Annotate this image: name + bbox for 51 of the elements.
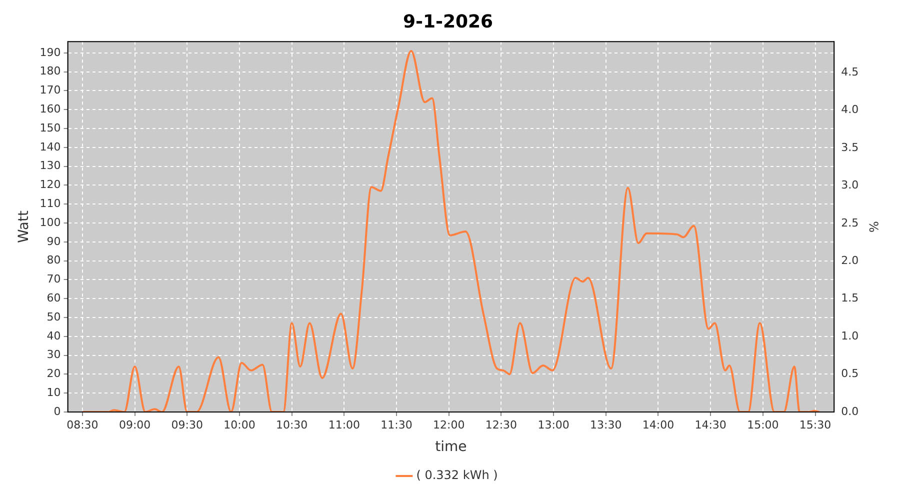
y2-tick-label: 2.0 — [841, 254, 859, 267]
x-tick-label: 10:30 — [276, 418, 308, 432]
x-tick-label: 09:00 — [118, 418, 151, 432]
y-tick-label: 40 — [46, 329, 61, 342]
y-tick-label: 70 — [46, 272, 61, 286]
y2-tick-label: 4.0 — [841, 103, 859, 116]
y2-tick-label: 4.5 — [841, 65, 859, 78]
y-tick-label: 20 — [46, 367, 61, 380]
x-tick-label: 13:00 — [538, 418, 570, 432]
y2-tick-label: 0.0 — [841, 404, 859, 418]
y-tick-label: 10 — [46, 386, 61, 399]
y-tick-label: 180 — [40, 64, 61, 78]
y-tick-label: 80 — [46, 254, 61, 267]
chart-title: 9-1-2026 — [402, 11, 494, 32]
y2-axis-title: % — [866, 221, 881, 233]
x-tick-label: 09:30 — [171, 418, 203, 432]
x-tick-label: 08:30 — [66, 418, 98, 432]
y-tick-label: 50 — [46, 310, 61, 324]
y2-tick-label: 3.5 — [841, 140, 859, 154]
y-tick-label: 140 — [40, 140, 61, 154]
y-tick-label: 120 — [40, 178, 61, 192]
x-tick-label: 14:30 — [694, 418, 726, 432]
y2-tick-label: 1.0 — [841, 329, 859, 342]
x-tick-label: 13:30 — [590, 418, 622, 432]
y-tick-label: 130 — [40, 159, 61, 172]
y-tick-label: 90 — [46, 234, 61, 248]
legend-label: ( 0.332 kWh ) — [416, 468, 498, 482]
y-tick-label: 60 — [46, 291, 61, 304]
y2-tick-label: 0.5 — [841, 367, 859, 380]
y2-tick-label: 3.0 — [841, 178, 859, 192]
y-tick-label: 100 — [40, 216, 61, 229]
y-axis-title: Watt — [16, 210, 32, 244]
line-series — [81, 50, 820, 412]
y-tick-label: 190 — [40, 46, 61, 59]
x-tick-label: 11:00 — [328, 418, 360, 432]
y2-tick-label: 2.5 — [841, 216, 859, 230]
x-tick-label: 10:00 — [224, 418, 256, 432]
y-tick-label: 110 — [40, 196, 61, 210]
x-tick-label: 12:00 — [433, 418, 465, 432]
y-tick-label: 30 — [46, 348, 61, 362]
x-tick-label: 12:30 — [485, 418, 518, 432]
y-tick-label: 0 — [54, 404, 61, 418]
y-tick-label: 160 — [40, 102, 61, 116]
x-tick-label: 11:30 — [380, 418, 412, 432]
y2-tick-label: 1.5 — [841, 292, 859, 305]
x-tick-label: 15:30 — [799, 418, 832, 432]
y-tick-label: 170 — [40, 84, 61, 97]
x-tick-label: 14:00 — [642, 418, 674, 432]
x-tick-label: 15:00 — [747, 418, 779, 432]
x-axis-title: time — [435, 439, 467, 456]
y-tick-label: 150 — [40, 121, 61, 134]
